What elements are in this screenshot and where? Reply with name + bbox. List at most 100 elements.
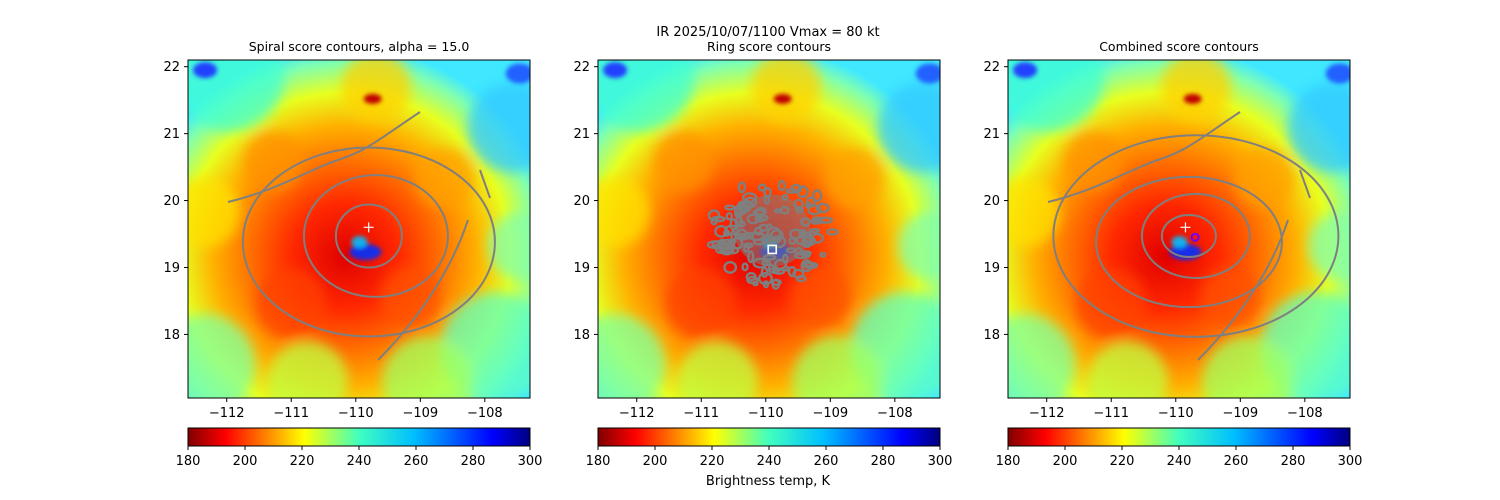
heatmap-image [598, 60, 940, 398]
colorbar-tick-label: 240 [757, 454, 782, 469]
colorbar-tick-label: 240 [347, 454, 372, 469]
center-square-marker [767, 244, 778, 255]
colorbar-tick-label: 180 [996, 454, 1021, 469]
panel-spiral: Spiral score contours, alpha = 15.0 −112 −… [163, 39, 543, 469]
colorbar-label: Brightness temp, K [706, 474, 831, 489]
ring-contour-fill [734, 194, 811, 267]
panel-combined: Combined score contours −112 −111 −110 −109 −… [983, 39, 1363, 469]
y-tick-label: 19 [163, 261, 180, 276]
ring-contour [757, 183, 767, 192]
x-tick-label: −108 [1287, 406, 1323, 421]
ring-contour [724, 204, 736, 211]
center-circle-marker [1190, 232, 1200, 242]
colorbar-tick-label: 220 [700, 454, 725, 469]
x-tick-label: −112 [1029, 406, 1065, 421]
contour-arm [1197, 219, 1289, 361]
colorbar-tick-label: 240 [1167, 454, 1192, 469]
colorbar-tick-label: 260 [814, 454, 839, 469]
y-tick-label: 20 [983, 194, 1000, 209]
x-tick-label: −109 [1222, 406, 1258, 421]
contour-ring [1052, 134, 1340, 338]
ring-contour [792, 268, 805, 279]
figure-suptitle: IR 2025/10/07/1100 Vmax = 80 kt [656, 25, 879, 40]
colorbar-tick-label: 200 [1053, 454, 1078, 469]
contour-ring [1160, 214, 1217, 259]
x-tick-label: −108 [877, 406, 913, 421]
y-tick-label: 21 [163, 127, 180, 142]
ring-contour [714, 225, 729, 238]
contour-arm [1047, 111, 1241, 203]
axes-frame [187, 59, 531, 399]
x-tick-label: −111 [683, 406, 719, 421]
contour-arm [377, 219, 469, 361]
colorbar-tick-label: 300 [518, 454, 543, 469]
colorbar-tick-label: 300 [1338, 454, 1363, 469]
ring-contour [762, 280, 770, 289]
cloud-texture [188, 60, 530, 398]
x-tick-label: −110 [748, 406, 784, 421]
ring-contour [752, 280, 759, 287]
ring-contour [800, 259, 813, 273]
ring-contour [811, 216, 818, 225]
y-tick-label: 22 [573, 60, 590, 75]
heatmap-image [1008, 60, 1350, 398]
colorbar-tick-label: 180 [586, 454, 611, 469]
contour-lines [1047, 111, 1340, 361]
y-tick-label: 18 [983, 328, 1000, 343]
ring-contour [710, 217, 718, 226]
contour-lines [227, 111, 496, 361]
y-tick-label: 20 [163, 194, 180, 209]
colorbar-tick-label: 280 [1281, 454, 1306, 469]
ring-contour [777, 180, 786, 192]
panel-title: Spiral score contours, alpha = 15.0 [249, 39, 470, 54]
y-tick-label: 18 [573, 328, 590, 343]
colorbar-tick-label: 260 [1224, 454, 1249, 469]
contour-arm [1299, 169, 1311, 199]
x-tick-label: −111 [273, 406, 309, 421]
x-tick-label: −108 [467, 406, 503, 421]
contour-ring [302, 174, 449, 298]
ring-contour [826, 228, 839, 236]
x-tick-label: −112 [209, 406, 245, 421]
panel-ring: Ring score contours −112 −111 −110 −109 −108 1… [573, 39, 953, 469]
x-tick-label: −111 [1093, 406, 1129, 421]
ring-contour [812, 189, 823, 203]
colorbar-tick-label: 220 [1110, 454, 1135, 469]
ring-contour [745, 271, 757, 282]
ring-contour [737, 181, 747, 194]
ring-contour [813, 216, 824, 225]
heatmap-image [188, 60, 530, 398]
ring-contour [725, 212, 734, 221]
ring-contour [817, 216, 834, 224]
x-tick-label: −112 [619, 406, 655, 421]
contour-arm [227, 111, 421, 203]
colorbar-tick-label: 300 [928, 454, 953, 469]
ring-contour [719, 247, 734, 254]
ring-contour [760, 266, 769, 278]
cold-spots [193, 62, 530, 261]
cloud-texture [1008, 60, 1350, 398]
ring-contour [741, 262, 749, 272]
y-tick-label: 22 [163, 60, 180, 75]
y-tick-label: 20 [573, 194, 590, 209]
contour-ring [334, 203, 403, 269]
ring-contour [805, 196, 816, 208]
colorbar-tick-label: 200 [233, 454, 258, 469]
ring-contour [785, 188, 797, 194]
colorbar-tick-label: 220 [290, 454, 315, 469]
colorbar-tick-label: 280 [461, 454, 486, 469]
ring-contour [757, 271, 773, 286]
ring-contour [707, 209, 721, 222]
ring-contour [809, 227, 821, 234]
colorbar-tick-label: 200 [643, 454, 668, 469]
colorbar-tick-label: 180 [176, 454, 201, 469]
ring-contour [723, 261, 738, 274]
colorbar-tick-label: 280 [871, 454, 896, 469]
y-tick-label: 19 [573, 261, 590, 276]
ring-contour [796, 185, 809, 199]
ring-contour [815, 202, 830, 214]
axes-frame [1007, 59, 1351, 399]
panel-title: Combined score contours [1099, 39, 1259, 54]
y-tick-label: 22 [983, 60, 1000, 75]
